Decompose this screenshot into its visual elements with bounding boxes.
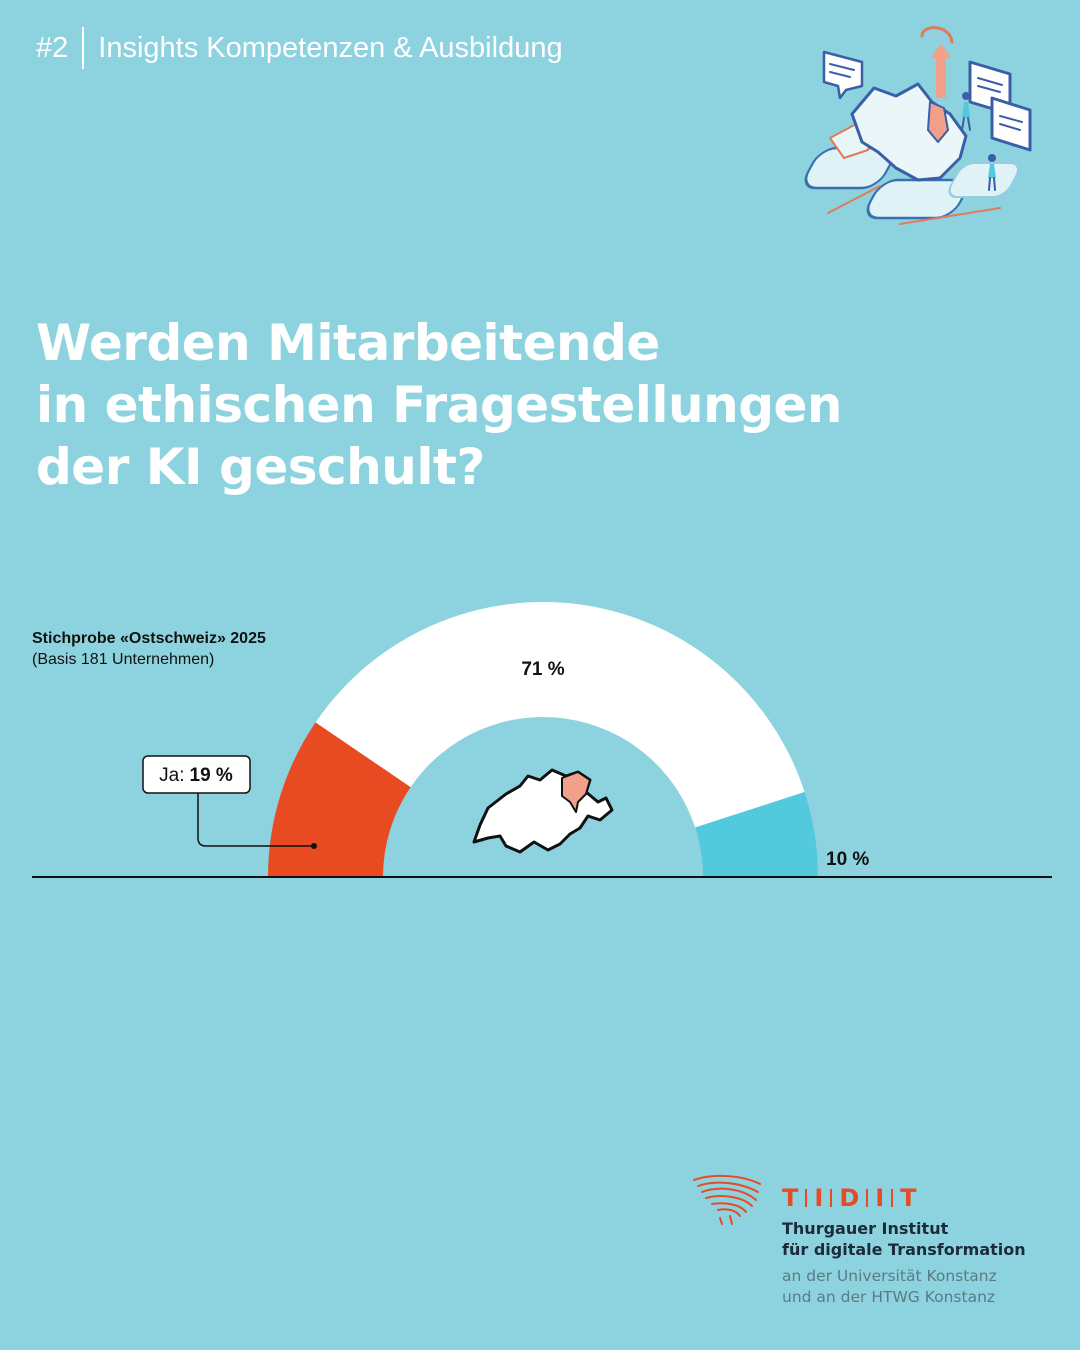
institute-name-line-2: für digitale Transformation <box>782 1240 1026 1259</box>
title-line-2: in ethischen Fragestellungen <box>36 376 843 434</box>
sample-label: Stichprobe «Ostschweiz» 2025 <box>32 630 266 647</box>
brand-bar-3 <box>866 1189 869 1207</box>
institute-name-line-1: Thurgauer Institut <box>782 1219 949 1238</box>
callout-box <box>142 755 251 794</box>
section-title: Insights Kompetenzen & Ausbildung <box>98 31 563 64</box>
label-other-value: 10 % <box>826 849 869 870</box>
header: #2 Insights Kompetenzen & Ausbildung <box>36 27 563 69</box>
semicircle-donut-chart: 71 % 10 % Ja: 19 % <box>32 602 1052 878</box>
label-ja-prefix: Ja: <box>159 765 184 786</box>
page-title: Werden Mitarbeitende in ethischen Frages… <box>36 312 843 498</box>
svg-text:Ja:19 %: Ja: 19 % <box>159 765 233 786</box>
brand-bar-4 <box>891 1189 894 1207</box>
institute-name: Thurgauer Institut für digitale Transfor… <box>782 1218 1026 1260</box>
slice-ja <box>268 722 411 877</box>
affiliation: an der Universität Konstanz und an der H… <box>782 1266 997 1308</box>
callout-dot <box>311 843 317 849</box>
callout-ja: Ja: 19 % <box>142 755 317 849</box>
slice-weiss-nicht <box>695 792 818 877</box>
brand-letter-4: I <box>875 1184 885 1212</box>
brand-bar-1 <box>805 1189 808 1207</box>
title-line-3: der KI geschult? <box>36 438 485 496</box>
label-ja-value: 19 % <box>190 765 233 786</box>
callout-leader-line <box>197 793 314 847</box>
slice-nein <box>315 602 805 828</box>
post-number: #2 <box>36 31 69 64</box>
affiliation-line-1: an der Universität Konstanz <box>782 1267 997 1285</box>
brand-letters: T I D I T <box>782 1184 917 1212</box>
header-divider <box>82 27 85 69</box>
label-nein-value: 71 % <box>521 659 564 680</box>
brand-letter-2: I <box>814 1184 824 1212</box>
switzerland-map-icon <box>472 768 614 854</box>
title-line-1: Werden Mitarbeitende <box>36 314 660 372</box>
sample-info: Stichprobe «Ostschweiz» 2025 (Basis 181 … <box>32 630 266 669</box>
brand-bar-2 <box>830 1189 833 1207</box>
brand-letter-1: T <box>782 1184 799 1212</box>
brand-letter-3: D <box>839 1184 860 1212</box>
tidit-logo: T I D I T Thurgauer Institut für digital… <box>690 1170 1050 1320</box>
affiliation-line-2: und an der HTWG Konstanz <box>782 1288 996 1306</box>
sample-basis: (Basis 181 Unternehmen) <box>32 651 215 668</box>
brand-letter-5: T <box>900 1184 917 1212</box>
fingerprint-icon <box>693 1174 761 1225</box>
switzerland-isometric-illustration <box>804 26 1032 225</box>
